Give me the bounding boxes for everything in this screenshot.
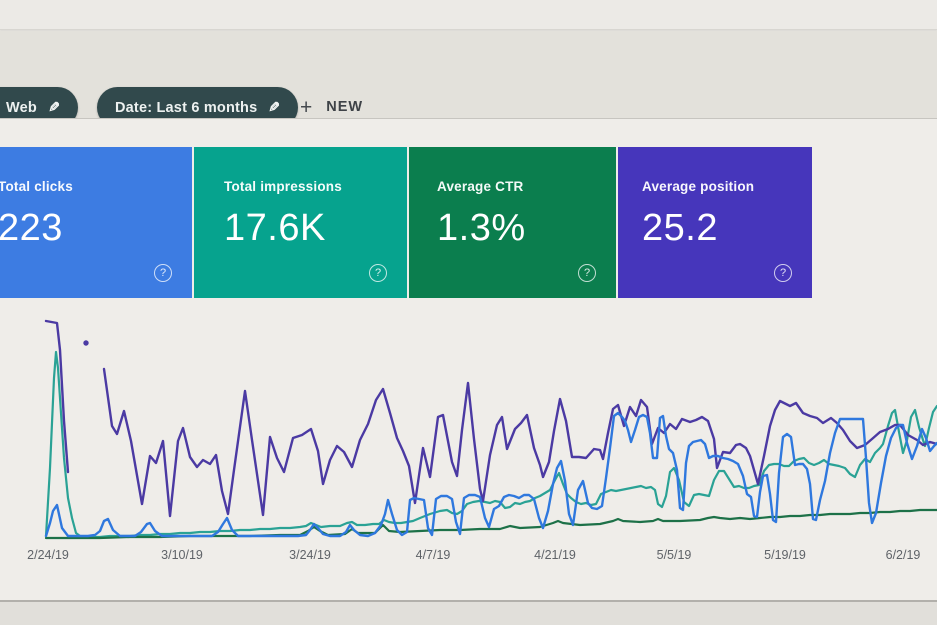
new-filter-button[interactable]: + NEW xyxy=(300,91,363,123)
help-icon[interactable]: ? xyxy=(154,264,172,282)
filter-bar-divider xyxy=(0,118,937,119)
x-axis-label: 3/10/19 xyxy=(161,548,203,562)
filter-chip-label: Date: Last 6 months xyxy=(115,99,258,116)
chart-canvas[interactable] xyxy=(0,318,937,558)
screen-bottom-bezel xyxy=(0,602,937,625)
series-line-position[interactable] xyxy=(44,319,70,474)
help-icon[interactable]: ? xyxy=(369,264,387,282)
metric-value: 25.2 xyxy=(642,207,718,249)
page-bottom-edge xyxy=(0,600,937,602)
metric-label: Total impressions xyxy=(224,179,342,194)
metric-card-average-ctr[interactable]: Average CTR 1.3% ? xyxy=(409,147,616,298)
x-axis-label: 4/21/19 xyxy=(534,548,576,562)
metric-cards-row: Total clicks 223 ? Total impressions 17.… xyxy=(0,147,812,298)
series-line-impressions[interactable] xyxy=(44,350,937,539)
metric-card-total-impressions[interactable]: Total impressions 17.6K ? xyxy=(194,147,407,298)
metric-label: Average CTR xyxy=(437,179,524,194)
metric-label: Average position xyxy=(642,179,755,194)
plus-icon: + xyxy=(300,95,314,119)
x-axis: 2/24/19 3/10/19 3/24/19 4/7/19 4/21/19 5… xyxy=(0,548,937,566)
x-axis-label: 6/2/19 xyxy=(885,548,921,562)
pencil-edit-icon: ✎ xyxy=(47,99,60,115)
help-icon[interactable]: ? xyxy=(774,264,792,282)
series-point-position[interactable] xyxy=(83,340,89,346)
x-axis-label: 3/24/19 xyxy=(289,548,331,562)
screen-top-bezel xyxy=(0,0,937,30)
pencil-edit-icon: ✎ xyxy=(268,99,281,115)
filter-bar: Web ✎ Date: Last 6 months ✎ + NEW xyxy=(0,31,937,128)
series-line-ctr[interactable] xyxy=(44,508,937,540)
metric-value: 1.3% xyxy=(437,207,526,249)
performance-line-chart[interactable] xyxy=(0,318,937,558)
metric-value: 223 xyxy=(0,207,63,249)
filter-chip-label: Web xyxy=(6,99,37,116)
x-axis-label: 2/24/19 xyxy=(27,548,69,562)
x-axis-label: 5/5/19 xyxy=(656,548,692,562)
x-axis-label: 4/7/19 xyxy=(415,548,451,562)
series-line-position[interactable] xyxy=(102,367,937,518)
metric-label: Total clicks xyxy=(0,179,73,194)
series-line-clicks[interactable] xyxy=(44,411,937,538)
new-filter-label: NEW xyxy=(326,99,364,115)
metric-value: 17.6K xyxy=(224,207,326,249)
metric-card-total-clicks[interactable]: Total clicks 223 ? xyxy=(0,147,192,298)
metric-card-average-position[interactable]: Average position 25.2 ? xyxy=(618,147,812,298)
help-icon[interactable]: ? xyxy=(578,264,596,282)
x-axis-label: 5/19/19 xyxy=(764,548,806,562)
